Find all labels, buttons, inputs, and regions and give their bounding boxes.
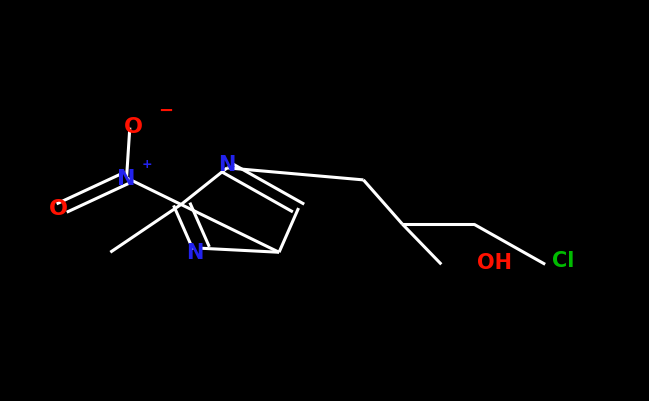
Text: −: − — [158, 101, 173, 119]
Text: Cl: Cl — [552, 251, 574, 271]
Text: OH: OH — [477, 253, 512, 273]
Text: O: O — [123, 116, 143, 136]
Text: N: N — [117, 168, 136, 188]
Text: N: N — [186, 243, 203, 263]
Text: O: O — [49, 198, 68, 219]
Text: +: + — [142, 158, 153, 171]
Text: N: N — [219, 154, 236, 174]
